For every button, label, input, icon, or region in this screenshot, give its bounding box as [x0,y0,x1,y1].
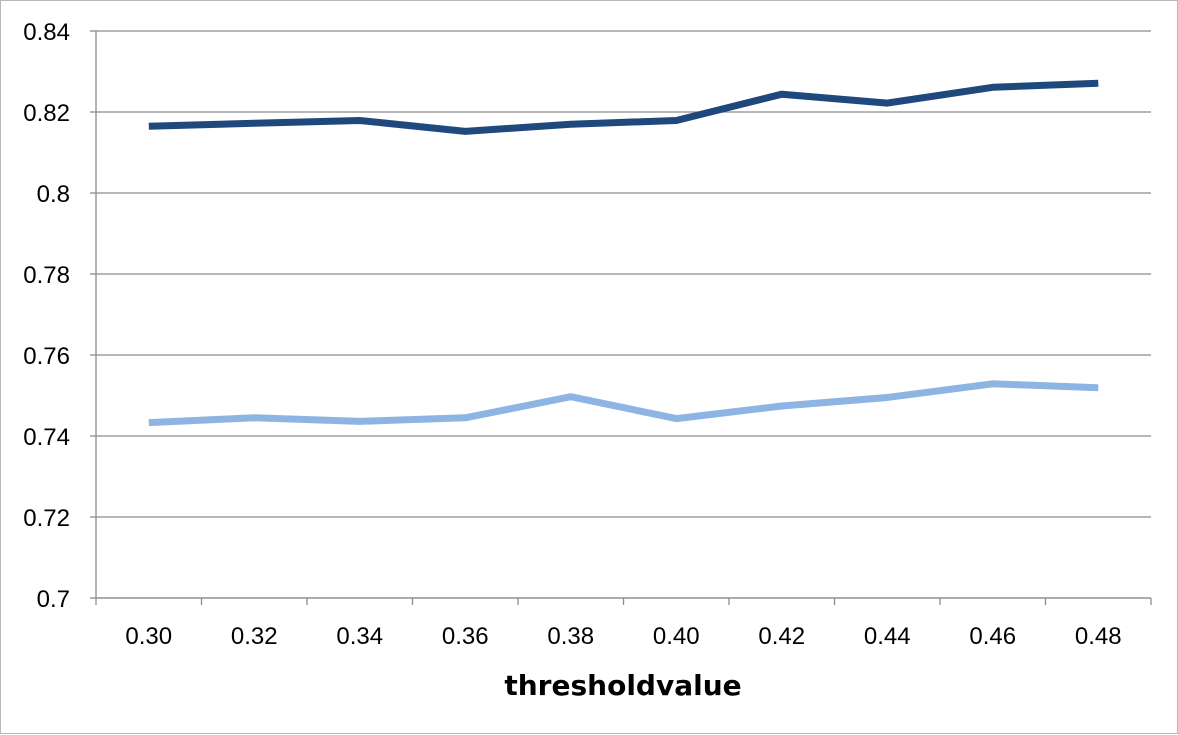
y-tick-label: 0.8 [37,181,70,208]
y-tick-label: 0.74 [23,424,70,451]
y-tick-label: 0.78 [23,262,70,289]
series-line-2 [148,380,1099,427]
y-tick-label: 0.72 [23,505,70,532]
x-tick-labels: 0.30 0.32 0.34 0.36 0.38 0.40 0.42 0.44 0.46 0.48 [125,623,1121,650]
x-tick-label: 0.42 [758,623,805,650]
x-tick-label: 0.44 [864,623,911,650]
x-tick-label: 0.32 [231,623,278,650]
x-axis-title: thresholdvalue [504,669,741,702]
y-tick-label: 0.7 [37,586,70,613]
x-tick-label: 0.34 [336,623,383,650]
y-tick-labels: 0.7 0.72 0.74 0.76 0.78 0.8 0.82 0.84 [23,19,70,613]
x-tick-label: 0.30 [125,623,172,650]
axes [90,30,1152,605]
x-tick-label: 0.46 [969,623,1016,650]
series-lines [148,79,1099,427]
y-tick-label: 0.82 [23,100,70,127]
x-tick-label: 0.38 [547,623,594,650]
x-tick-label: 0.48 [1075,623,1122,650]
x-tick-label: 0.40 [653,623,700,650]
y-tick-label: 0.84 [23,19,70,46]
gridlines [96,30,1151,599]
x-tick-label: 0.36 [442,623,489,650]
series-line-1 [148,79,1099,135]
y-tick-label: 0.76 [23,343,70,370]
